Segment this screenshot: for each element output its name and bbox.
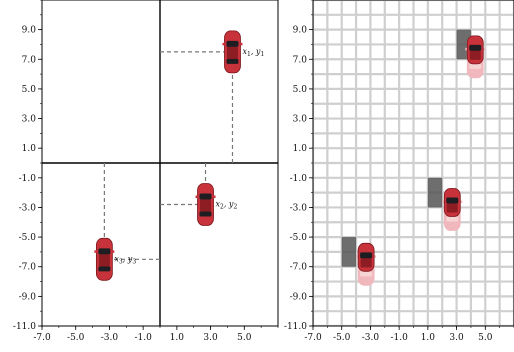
y-tick-label: -3.0: [290, 203, 308, 213]
x-tick-label: 3.0: [203, 333, 218, 343]
x-tick-label: 3.0: [449, 333, 464, 343]
car-2: [195, 183, 216, 226]
y-tick-label: -9.0: [290, 292, 308, 302]
x-tick-label: 5.0: [237, 333, 252, 343]
x-tick-label: -5.0: [67, 333, 85, 343]
y-tick-label: 1.0: [293, 144, 308, 154]
y-tick-label: -3.0: [19, 203, 37, 213]
y-tick-label: 3.0: [22, 115, 37, 125]
y-tick-label: 5.0: [22, 85, 37, 95]
car-coordinate-label: x3, y3: [114, 254, 136, 265]
car-coordinate-label: x2, y2: [216, 199, 238, 210]
car-in-cell-1: [466, 35, 484, 65]
y-tick-label: -7.0: [290, 263, 308, 273]
x-tick-label: -7.0: [33, 333, 51, 343]
left-plot-area: x1, y1 x2, y2 x3, y3: [42, 0, 278, 326]
x-tick-label: -5.0: [333, 333, 351, 343]
x-tick-label: 1.0: [421, 333, 436, 343]
y-tick-label: 1.0: [22, 144, 37, 154]
y-tick-label: 9.0: [293, 26, 308, 36]
x-tick-label: 5.0: [478, 333, 493, 343]
x-tick-label: -3.0: [101, 333, 119, 343]
right-plot-area: [313, 0, 514, 326]
y-tick-label: -1.0: [19, 174, 37, 184]
y-tick-label: 7.0: [22, 55, 37, 65]
y-tick-label: 5.0: [293, 85, 308, 95]
x-tick-label: -1.0: [390, 333, 408, 343]
left-panel: x1, y1 x2, y2 x3, y3 9.0 7.0 5.0 3.0 1.0 -1.0 -3.…: [13, 0, 279, 343]
car-3: [94, 237, 115, 281]
y-tick-label: -5.0: [290, 233, 308, 243]
occupied-grid-cell: [427, 177, 443, 208]
y-tick-label: -7.0: [19, 263, 37, 273]
car-in-cell-3: [357, 242, 375, 272]
y-tick-label: -1.0: [290, 174, 308, 184]
car-1: [222, 30, 243, 74]
y-tick-label: 7.0: [293, 55, 308, 65]
y-tick-label: -11.0: [13, 322, 36, 332]
x-tick-label: -3.0: [362, 333, 380, 343]
occupied-grid-cell: [341, 237, 357, 267]
x-tick-label: -1.0: [134, 333, 152, 343]
y-tick-label: -9.0: [19, 292, 37, 302]
x-tick-label: -7.0: [304, 333, 322, 343]
x-tick-label: 1.0: [170, 333, 185, 343]
y-tick-label: -11.0: [284, 322, 307, 332]
y-tick-label: 3.0: [293, 115, 308, 125]
y-tick-label: 9.0: [22, 26, 37, 36]
y-tick-label: -5.0: [19, 233, 37, 243]
right-panel: 9.0 7.0 5.0 3.0 1.0 -1.0 -3.0 -5.0 -7.0 -9.0 -11.0…: [284, 0, 514, 343]
car-coordinate-label: x1, y1: [242, 47, 264, 58]
car-in-cell-2: [443, 188, 461, 217]
